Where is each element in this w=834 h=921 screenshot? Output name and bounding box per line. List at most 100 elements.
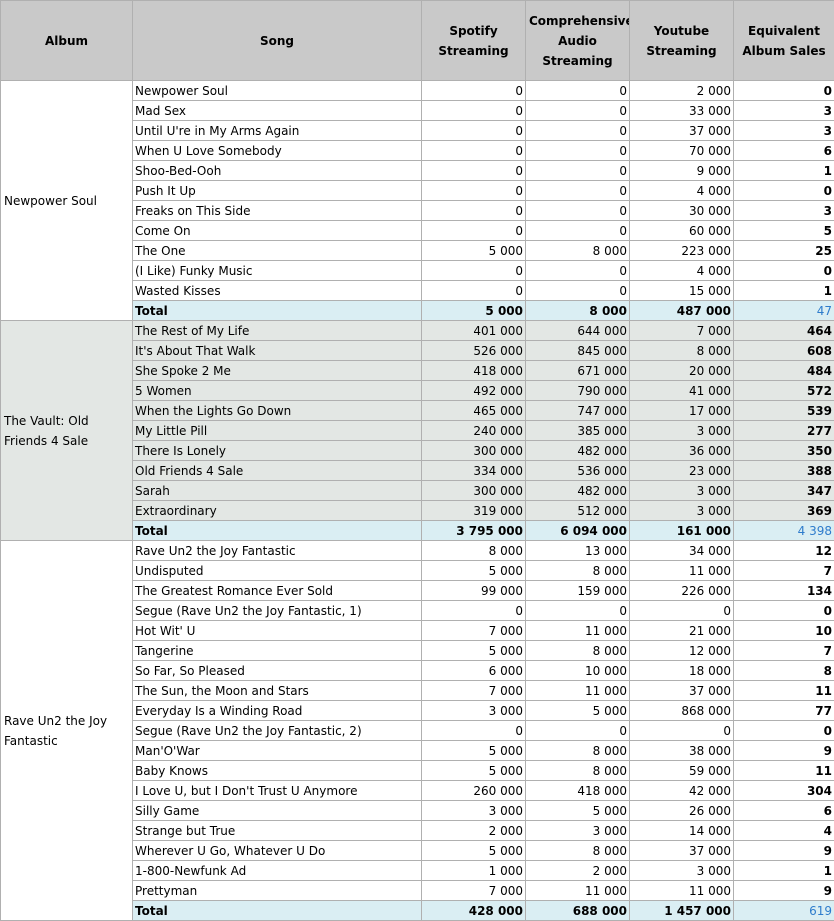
eas-value: 350 xyxy=(733,440,834,461)
spotify-value: 8 000 xyxy=(421,540,526,561)
spotify-value: 5 000 xyxy=(421,840,526,861)
cas-value: 482 000 xyxy=(525,440,630,461)
table-row: Newpower Soul Newpower Soul 0 0 2 000 0 xyxy=(0,80,834,321)
youtube-value: 20 000 xyxy=(629,360,734,381)
eas-value: 7 xyxy=(733,640,834,661)
spotify-value: 0 xyxy=(421,180,526,201)
song-title: Freaks on This Side xyxy=(132,200,422,221)
eas-value: 9 xyxy=(733,880,834,901)
song-title: Wasted Kisses xyxy=(132,280,422,301)
spotify-value: 260 000 xyxy=(421,780,526,801)
cas-value: 8 000 xyxy=(525,840,630,861)
eas-value: 10 xyxy=(733,620,834,641)
eas-value: 539 xyxy=(733,400,834,421)
eas-value: 6 xyxy=(733,800,834,821)
eas-value: 388 xyxy=(733,460,834,481)
cas-value: 644 000 xyxy=(525,320,630,341)
cas-value: 159 000 xyxy=(525,580,630,601)
eas-value: 0 xyxy=(733,720,834,741)
youtube-value: 37 000 xyxy=(629,120,734,141)
table-row: Wasted Kisses 0 0 15 000 1 xyxy=(1,280,834,301)
youtube-value: 17 000 xyxy=(629,400,734,421)
eas-value: 464 xyxy=(733,320,834,341)
song-title: Strange but True xyxy=(132,820,422,841)
song-title: When the Lights Go Down xyxy=(132,400,422,421)
youtube-value: 226 000 xyxy=(629,580,734,601)
table-row: Silly Game 3 000 5 000 26 000 6 xyxy=(1,800,834,821)
youtube-value: 23 000 xyxy=(629,460,734,481)
total-youtube: 1 457 000 xyxy=(629,900,734,921)
table-row: There Is Lonely 300 000 482 000 36 000 350 xyxy=(1,440,834,461)
song-title: (I Like) Funky Music xyxy=(132,260,422,281)
youtube-value: 14 000 xyxy=(629,820,734,841)
eas-value: 11 xyxy=(733,680,834,701)
header-cas: Comprehensive Audio Streaming xyxy=(525,0,630,81)
youtube-value: 3 000 xyxy=(629,420,734,441)
eas-value: 3 xyxy=(733,100,834,121)
table-row: Undisputed 5 000 8 000 11 000 7 xyxy=(1,560,834,581)
youtube-value: 21 000 xyxy=(629,620,734,641)
spotify-value: 0 xyxy=(421,120,526,141)
youtube-value: 9 000 xyxy=(629,160,734,181)
spotify-value: 0 xyxy=(421,720,526,741)
total-cas: 688 000 xyxy=(525,900,630,921)
cas-value: 512 000 xyxy=(525,500,630,521)
header-spotify: Spotify Streaming xyxy=(421,0,526,81)
cas-value: 11 000 xyxy=(525,620,630,641)
eas-value: 3 xyxy=(733,120,834,141)
song-title: When U Love Somebody xyxy=(132,140,422,161)
header-row: Album Song Spotify Streaming Comprehensi… xyxy=(0,0,834,81)
total-row: Total 3 795 000 6 094 000 161 000 4 398 xyxy=(1,520,834,541)
song-title: It's About That Walk xyxy=(132,340,422,361)
eas-value: 304 xyxy=(733,780,834,801)
spotify-value: 465 000 xyxy=(421,400,526,421)
album-name: The Vault: Old Friends 4 Sale xyxy=(0,320,133,541)
cas-value: 671 000 xyxy=(525,360,630,381)
header-album: Album xyxy=(0,0,133,81)
spotify-value: 5 000 xyxy=(421,560,526,581)
spotify-value: 5 000 xyxy=(421,740,526,761)
spotify-value: 0 xyxy=(421,100,526,121)
table-row: Until U're in My Arms Again 0 0 37 000 3 xyxy=(1,120,834,141)
spotify-value: 5 000 xyxy=(421,240,526,261)
eas-value: 9 xyxy=(733,840,834,861)
spotify-value: 401 000 xyxy=(421,320,526,341)
youtube-value: 3 000 xyxy=(629,480,734,501)
spotify-value: 526 000 xyxy=(421,340,526,361)
spotify-value: 319 000 xyxy=(421,500,526,521)
eas-value: 1 xyxy=(733,280,834,301)
table-row: Come On 0 0 60 000 5 xyxy=(1,220,834,241)
table-row: The Greatest Romance Ever Sold 99 000 159 … xyxy=(1,580,834,601)
youtube-value: 70 000 xyxy=(629,140,734,161)
eas-value: 25 xyxy=(733,240,834,261)
eas-value: 572 xyxy=(733,380,834,401)
spotify-value: 2 000 xyxy=(421,820,526,841)
song-title: Tangerine xyxy=(132,640,422,661)
spotify-value: 0 xyxy=(421,600,526,621)
spotify-value: 6 000 xyxy=(421,660,526,681)
eas-value: 0 xyxy=(733,260,834,281)
cas-value: 482 000 xyxy=(525,480,630,501)
table-row: Rave Un2 the Joy Fantastic Rave Un2 the J… xyxy=(0,540,834,921)
song-title: Segue (Rave Un2 the Joy Fantastic, 2) xyxy=(132,720,422,741)
song-title: There Is Lonely xyxy=(132,440,422,461)
song-title: Mad Sex xyxy=(132,100,422,121)
eas-value: 1 xyxy=(733,160,834,181)
cas-value: 5 000 xyxy=(525,700,630,721)
cas-value: 0 xyxy=(525,220,630,241)
spotify-value: 1 000 xyxy=(421,860,526,881)
song-title: 5 Women xyxy=(132,380,422,401)
album-name: Rave Un2 the Joy Fantastic xyxy=(0,540,133,921)
cas-value: 13 000 xyxy=(525,540,630,561)
cas-value: 747 000 xyxy=(525,400,630,421)
spotify-value: 7 000 xyxy=(421,680,526,701)
youtube-value: 38 000 xyxy=(629,740,734,761)
album-group: Rave Un2 the Joy Fantastic Rave Un2 the J… xyxy=(0,540,834,921)
table-row: The Sun, the Moon and Stars 7 000 11 000 37… xyxy=(1,680,834,701)
song-title: Everyday Is a Winding Road xyxy=(132,700,422,721)
cas-value: 11 000 xyxy=(525,880,630,901)
song-title: The One xyxy=(132,240,422,261)
youtube-value: 0 xyxy=(629,720,734,741)
